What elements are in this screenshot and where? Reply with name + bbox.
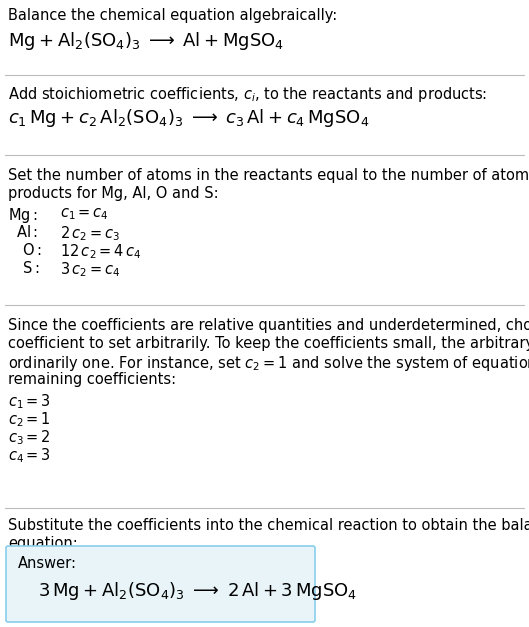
Text: $\mathrm{Mg:}$: $\mathrm{Mg:}$ bbox=[8, 206, 38, 225]
Text: $c_1 = 3$: $c_1 = 3$ bbox=[8, 392, 51, 411]
Text: $\mathrm{Mg + Al_2(SO_4)_3 \;\longrightarrow\; Al + MgSO_4}$: $\mathrm{Mg + Al_2(SO_4)_3 \;\longrighta… bbox=[8, 30, 284, 52]
Text: $\mathrm{Al:}$: $\mathrm{Al:}$ bbox=[16, 224, 38, 240]
Text: equation:: equation: bbox=[8, 536, 78, 551]
Text: ordinarily one. For instance, set $c_2 = 1$ and solve the system of equations fo: ordinarily one. For instance, set $c_2 =… bbox=[8, 354, 529, 373]
Text: Balance the chemical equation algebraically:: Balance the chemical equation algebraica… bbox=[8, 8, 338, 23]
Text: products for Mg, Al, O and S:: products for Mg, Al, O and S: bbox=[8, 186, 218, 201]
Text: $12\,c_2 = 4\,c_4$: $12\,c_2 = 4\,c_4$ bbox=[60, 242, 142, 261]
Text: $3\,\mathrm{Mg + Al_2(SO_4)_3 \;\longrightarrow\; 2\,Al + 3\,MgSO_4}$: $3\,\mathrm{Mg + Al_2(SO_4)_3 \;\longrig… bbox=[38, 580, 357, 602]
Text: remaining coefficients:: remaining coefficients: bbox=[8, 372, 176, 387]
Text: $2\,c_2 = c_3$: $2\,c_2 = c_3$ bbox=[60, 224, 120, 243]
Text: coefficient to set arbitrarily. To keep the coefficients small, the arbitrary va: coefficient to set arbitrarily. To keep … bbox=[8, 336, 529, 351]
Text: $3\,c_2 = c_4$: $3\,c_2 = c_4$ bbox=[60, 260, 121, 278]
Text: $\mathrm{S:}$: $\mathrm{S:}$ bbox=[22, 260, 39, 276]
Text: Add stoichiometric coefficients, $c_i$, to the reactants and products:: Add stoichiometric coefficients, $c_i$, … bbox=[8, 85, 487, 104]
Text: $c_4 = 3$: $c_4 = 3$ bbox=[8, 446, 51, 465]
FancyBboxPatch shape bbox=[6, 546, 315, 622]
Text: $c_1\,\mathrm{Mg} + c_2\,\mathrm{Al_2(SO_4)_3} \;\longrightarrow\; c_3\,\mathrm{: $c_1\,\mathrm{Mg} + c_2\,\mathrm{Al_2(SO… bbox=[8, 107, 369, 129]
Text: $\mathrm{O:}$: $\mathrm{O:}$ bbox=[22, 242, 42, 258]
Text: Since the coefficients are relative quantities and underdetermined, choose a: Since the coefficients are relative quan… bbox=[8, 318, 529, 333]
Text: $c_2 = 1$: $c_2 = 1$ bbox=[8, 410, 51, 429]
Text: $c_1 = c_4$: $c_1 = c_4$ bbox=[60, 206, 109, 222]
Text: Set the number of atoms in the reactants equal to the number of atoms in the: Set the number of atoms in the reactants… bbox=[8, 168, 529, 183]
Text: Answer:: Answer: bbox=[18, 556, 77, 571]
Text: Substitute the coefficients into the chemical reaction to obtain the balanced: Substitute the coefficients into the che… bbox=[8, 518, 529, 533]
Text: $c_3 = 2$: $c_3 = 2$ bbox=[8, 428, 51, 446]
